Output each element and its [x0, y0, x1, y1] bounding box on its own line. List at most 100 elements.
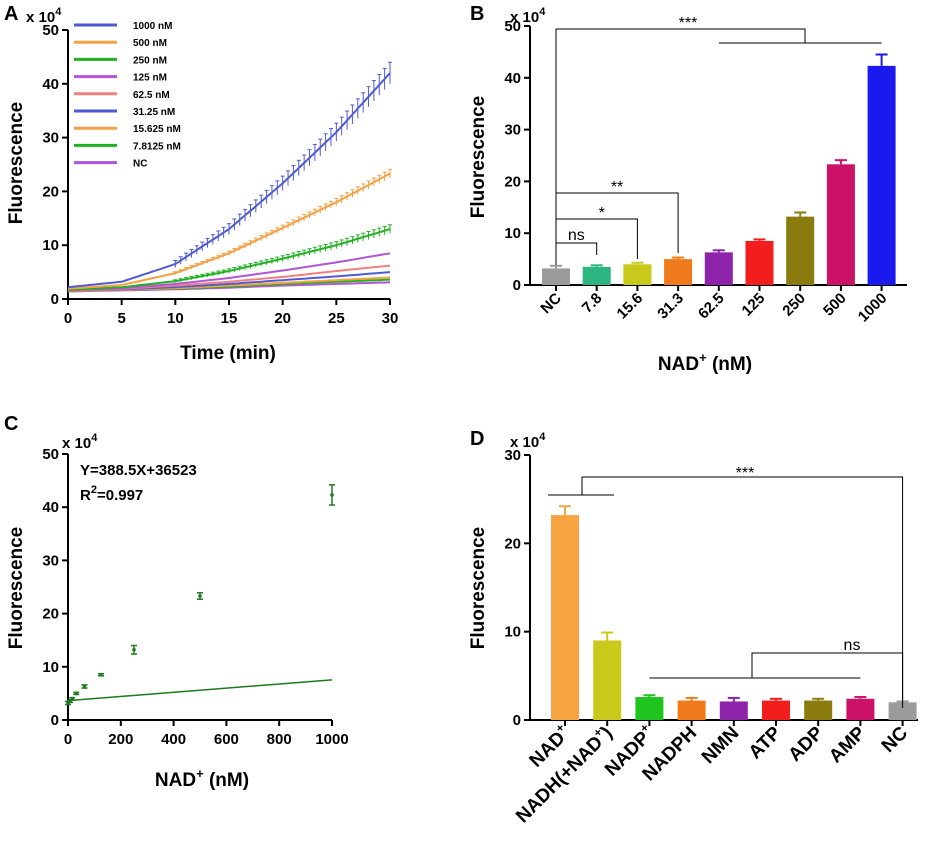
panel-a-x-tick-label: 10: [167, 310, 184, 327]
panel-d-x-tick-label-main: NC: [878, 722, 912, 756]
panel-b-bracket-triple-left: [555, 28, 806, 255]
panel-a-legend-label: 62.5 nM: [133, 90, 170, 101]
panel-c-y-tick-label: 40: [42, 499, 59, 516]
panel-a-y-tick-label: 40: [42, 76, 59, 93]
panel-c: C x 104 0 10 20 30 40 50 0 200 400 600 800 1000 Y=3…: [4, 413, 349, 791]
panel-c-y-tick-label: 10: [42, 659, 59, 676]
panel-b-bar-4: [704, 252, 733, 285]
panel-c-exponent-power: 4: [91, 432, 98, 444]
panel-c-r-squared-prefix: R: [80, 487, 91, 504]
panel-b-sig-ns: ns: [568, 227, 585, 244]
panel-b-x-tick-label: 1000: [855, 290, 891, 326]
panel-b-y-axis-title: Fluorescence: [468, 96, 489, 219]
panel-d-bar-6: [804, 700, 833, 720]
panel-b-y-tick-label: 30: [504, 122, 521, 139]
panel-a-legend: 1000 nM 500 nM 250 nM 125 nM 62.5 nM 31.25 nM…: [74, 21, 181, 170]
panel-a-y-tick-label: 10: [42, 237, 59, 254]
panel-a-legend-label: NC: [133, 159, 147, 170]
panel-b-x-tick-label: 7.8: [579, 290, 606, 317]
panel-a-legend-label: 500 nM: [133, 38, 167, 49]
panel-d-bar-0: [551, 515, 579, 720]
panel-d-bar-4: [719, 701, 748, 720]
panel-c-r-squared-value: =0.997: [97, 487, 143, 504]
panel-c-point-2: [70, 696, 74, 701]
panel-c-letter: C: [4, 413, 18, 435]
panel-b-bar-2: [623, 264, 652, 285]
panel-b-x-axis-title-tail: (nM): [707, 354, 752, 375]
panel-d-x-tick-label: NC: [878, 722, 912, 756]
panel-d-x-tick-label-main: AMP: [825, 722, 870, 767]
panel-c-fit-line: [67, 679, 333, 702]
panel-b-x-axis-title-main: NAD: [658, 354, 699, 375]
panel-d-x-tick-label: NMN: [698, 723, 743, 768]
panel-d-bar-1: [593, 640, 622, 720]
panel-b-bar-1: [582, 266, 611, 285]
panel-b-x-axis-title-sup: +: [699, 350, 707, 365]
panel-d-y-tick-label: 0: [513, 712, 521, 729]
panel-b-bracket-double: [555, 192, 679, 253]
panel-d-sig-triple: ***: [736, 465, 755, 482]
panel-a-exponent-base: x 10: [26, 9, 55, 26]
panel-b-plot: 0 10 20 30 40 50 NC 7.8 15.6 31.3 62.5 125 250 500 100…: [504, 15, 907, 325]
panel-b-sig-single: *: [599, 205, 605, 222]
panel-d-bar-7: [846, 698, 875, 720]
panel-c-equation: Y=388.5X+36523: [80, 462, 197, 479]
panel-b-y-tick-label: 50: [504, 18, 521, 35]
panel-b-sig-triple: ***: [679, 15, 698, 32]
panel-a-y-axis-title: Fluorescence: [6, 102, 27, 225]
panel-b-exponent-base: x 10: [510, 9, 539, 26]
panel-a-x-tick-label: 20: [274, 310, 291, 327]
panel-b-x-axis-title: NAD+ (nM): [658, 350, 752, 375]
panel-a-y-tick-label: 30: [42, 130, 59, 147]
panel-c-point-7: [198, 594, 202, 598]
panel-b-letter: B: [470, 3, 484, 25]
panel-d-x-tick-label-main: ATP: [745, 722, 786, 763]
panel-a-y-tick-label: 0: [51, 291, 59, 308]
panel-b-x-tick-label: 62.5: [695, 290, 728, 323]
panel-b-sig-double: **: [611, 179, 623, 196]
panel-c-y-tick-label: 0: [51, 712, 59, 729]
panel-d-x-tick-label: ATP: [745, 722, 786, 763]
panel-b-bar-6: [786, 216, 815, 285]
panel-a-legend-label: 15.625 nM: [133, 124, 181, 135]
panel-d-exponent-power: 4: [539, 431, 546, 443]
panel-b-bar-0: [542, 268, 570, 285]
panel-b-exponent-power: 4: [539, 6, 546, 18]
panel-b: B x 104 0 10 20 30 40 50 NC 7.8 15.6 31.3 62.5 125 2…: [468, 3, 907, 375]
panel-d-y-tick-label: 30: [504, 447, 521, 464]
panel-c-x-axis-title-sup: +: [196, 766, 204, 781]
panel-b-x-tick-label: 500: [820, 290, 850, 320]
panel-b-x-tick-label: 125: [739, 290, 769, 320]
panel-a-legend-label: 125 nM: [133, 73, 167, 84]
panel-a-legend-label: 31.25 nM: [133, 107, 175, 118]
panel-b-x-tick-label: 31.3: [654, 290, 687, 323]
panel-a-legend-label: 250 nM: [133, 55, 167, 66]
panel-c-x-tick-label: 0: [64, 731, 72, 748]
panel-c-exponent: x 104: [62, 432, 98, 452]
panel-b-x-tick-label: 250: [779, 290, 809, 320]
panel-c-x-tick-label: 600: [214, 731, 239, 748]
panel-d-x-tick-label: ADP: [785, 722, 828, 765]
panel-b-bar-5: [745, 240, 774, 285]
panel-a-x-axis-title: Time (min): [180, 343, 276, 364]
panel-b-bar-7: [826, 164, 855, 285]
panel-d-bracket-ns: [751, 652, 904, 708]
panel-c-y-tick-label: 30: [42, 552, 59, 569]
panel-b-bar-3: [664, 259, 693, 285]
panel-c-point-5: [99, 672, 103, 677]
panel-d-exponent-base: x 10: [510, 434, 539, 451]
panel-d-y-axis-title: Fluorescence: [468, 527, 489, 650]
panel-c-x-axis-title-tail: (nM): [204, 770, 249, 791]
panel-a-exponent-power: 4: [55, 6, 62, 18]
panel-c-y-tick-label: 20: [42, 606, 59, 623]
panel-d-sig-ns: ns: [844, 637, 861, 654]
panel-a-y-tick-label: 20: [42, 183, 59, 200]
panel-a-x-tick-label: 0: [64, 310, 72, 327]
panel-c-x-axis-title-main: NAD: [155, 770, 196, 791]
panel-c-x-tick-label: 800: [267, 731, 292, 748]
panel-c-r-squared: R2=0.997: [80, 484, 143, 504]
panel-c-y-tick-label: 50: [42, 446, 59, 463]
panel-a-legend-label: 7.8125 nM: [133, 141, 181, 152]
